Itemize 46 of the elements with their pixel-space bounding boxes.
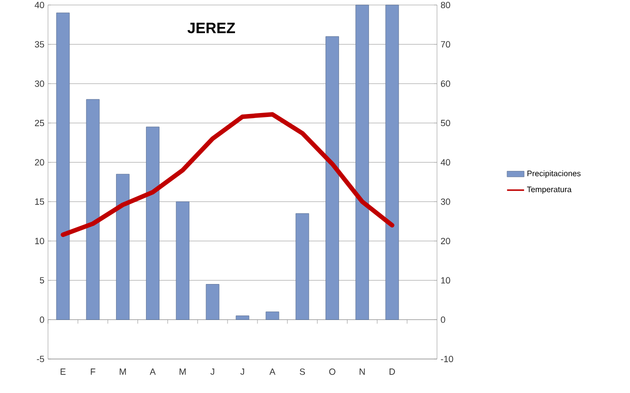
y2-tick-label: 50 bbox=[440, 120, 450, 126]
x-tick-label: O bbox=[329, 368, 336, 375]
y-tick-label: 0 bbox=[40, 316, 44, 323]
x-tick-label: E bbox=[60, 368, 66, 375]
y-tick-label: 10 bbox=[35, 238, 44, 244]
bar bbox=[56, 12, 70, 320]
bar bbox=[355, 4, 369, 320]
y2-tick-label: 60 bbox=[440, 80, 450, 87]
y-tick-label: 20 bbox=[34, 159, 44, 166]
y2-tick-label: 30 bbox=[440, 198, 450, 205]
text: JEREZ bbox=[188, 22, 236, 34]
x-tick-label: N bbox=[360, 368, 365, 375]
x-tick-label: M bbox=[180, 368, 186, 375]
y2-tick-label: 0 bbox=[440, 316, 446, 323]
y-tick-label: 5 bbox=[40, 277, 44, 284]
y-tick-label: 40 bbox=[34, 2, 44, 8]
x-tick-label: M bbox=[120, 368, 126, 375]
y-tick-label: 30 bbox=[34, 80, 44, 87]
line-series bbox=[60, 112, 394, 237]
y2-tick-label: 10 bbox=[441, 277, 450, 284]
y-tick-label: -5 bbox=[36, 356, 44, 362]
bar bbox=[116, 174, 130, 320]
bar bbox=[206, 284, 220, 320]
bar bbox=[266, 312, 280, 320]
y-tick-label: 15 bbox=[35, 198, 44, 205]
bar bbox=[296, 213, 310, 320]
y2-tick-label: 40 bbox=[440, 159, 450, 166]
bar bbox=[236, 316, 250, 320]
y-tick-label: 25 bbox=[34, 120, 44, 126]
bar bbox=[146, 126, 160, 320]
y2-tick-label: 80 bbox=[440, 2, 450, 8]
bar bbox=[86, 99, 100, 320]
x-tick-label: J bbox=[240, 368, 244, 375]
bar bbox=[385, 4, 399, 320]
x-tick-label: D bbox=[390, 368, 395, 375]
x-tick-label: A bbox=[150, 368, 156, 375]
bar bbox=[326, 36, 339, 320]
y-tick-label: 35 bbox=[34, 41, 44, 48]
y2-tick-label: 70 bbox=[440, 41, 450, 48]
bar bbox=[176, 201, 190, 320]
x-tick-label: J bbox=[210, 368, 214, 375]
y2-tick-label: -10 bbox=[440, 356, 454, 362]
y2-tick-label: 20 bbox=[440, 238, 450, 244]
x-tick-label: A bbox=[269, 368, 276, 375]
x-tick-label: F bbox=[90, 368, 96, 375]
x-tick-label: S bbox=[300, 368, 305, 375]
